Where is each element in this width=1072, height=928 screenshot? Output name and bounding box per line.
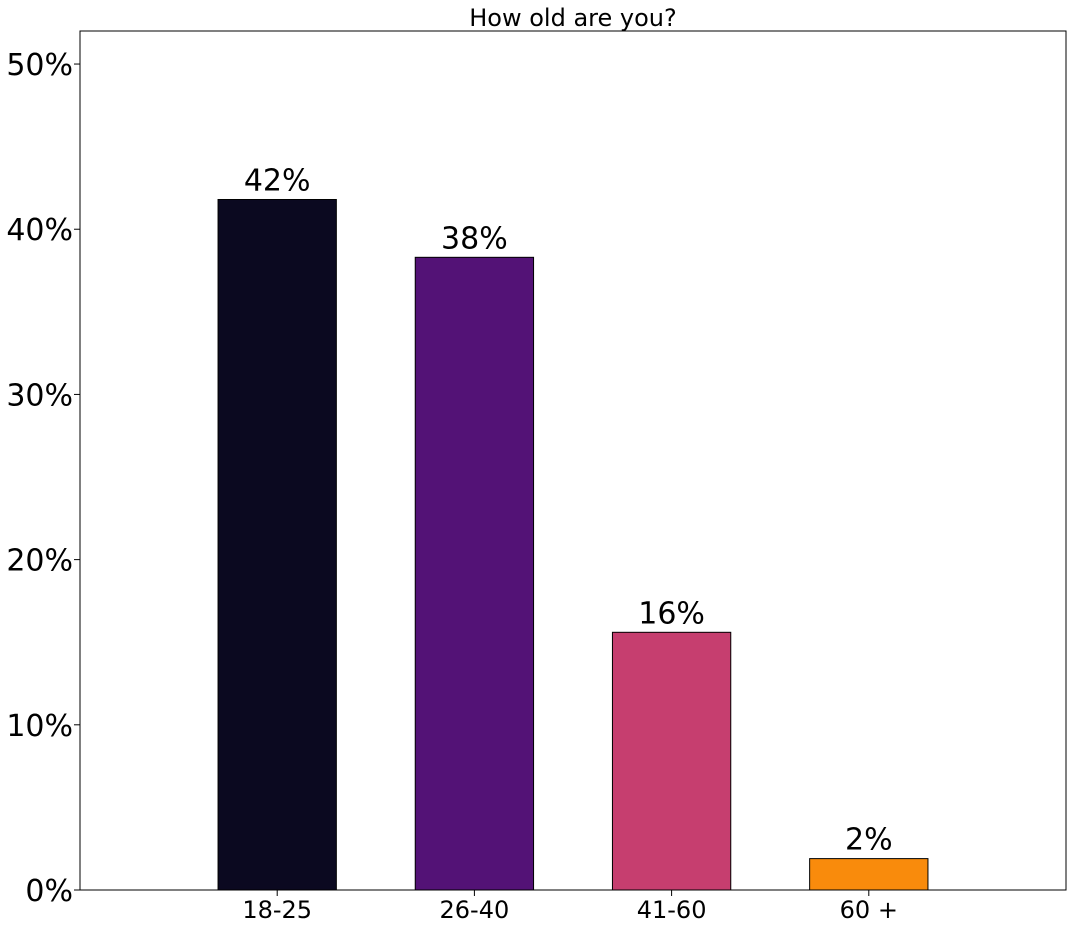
x-tick-label: 41-60 [637, 896, 707, 924]
x-tick-label: 18-25 [242, 896, 312, 924]
y-tick-label: 40% [6, 213, 73, 248]
data-labels-layer: 42% 38% 16% 2% [244, 163, 893, 857]
x-tick-label: 60 + [840, 896, 898, 924]
data-label: 42% [244, 163, 311, 198]
bar-60 [809, 858, 929, 891]
x-axis: 18-25 26-40 41-60 60 + [242, 890, 898, 924]
bar-26-40 [414, 256, 535, 891]
x-tick-label: 26-40 [440, 896, 510, 924]
bar-18-25 [217, 198, 337, 891]
y-tick-label: 10% [6, 709, 73, 744]
y-axis: 0% 10% 20% 30% 40% 50% [6, 48, 80, 909]
data-label: 38% [441, 221, 508, 256]
bars-layer [217, 198, 929, 891]
chart-title: How old are you? [469, 4, 676, 32]
bar-41-60 [611, 631, 732, 891]
y-tick-label: 50% [6, 48, 73, 83]
data-label: 2% [845, 823, 893, 858]
data-label: 16% [638, 596, 705, 631]
plot-frame [79, 30, 1067, 891]
y-tick-label: 0% [25, 874, 73, 909]
y-tick-label: 30% [6, 378, 73, 413]
y-tick-label: 20% [6, 544, 73, 579]
